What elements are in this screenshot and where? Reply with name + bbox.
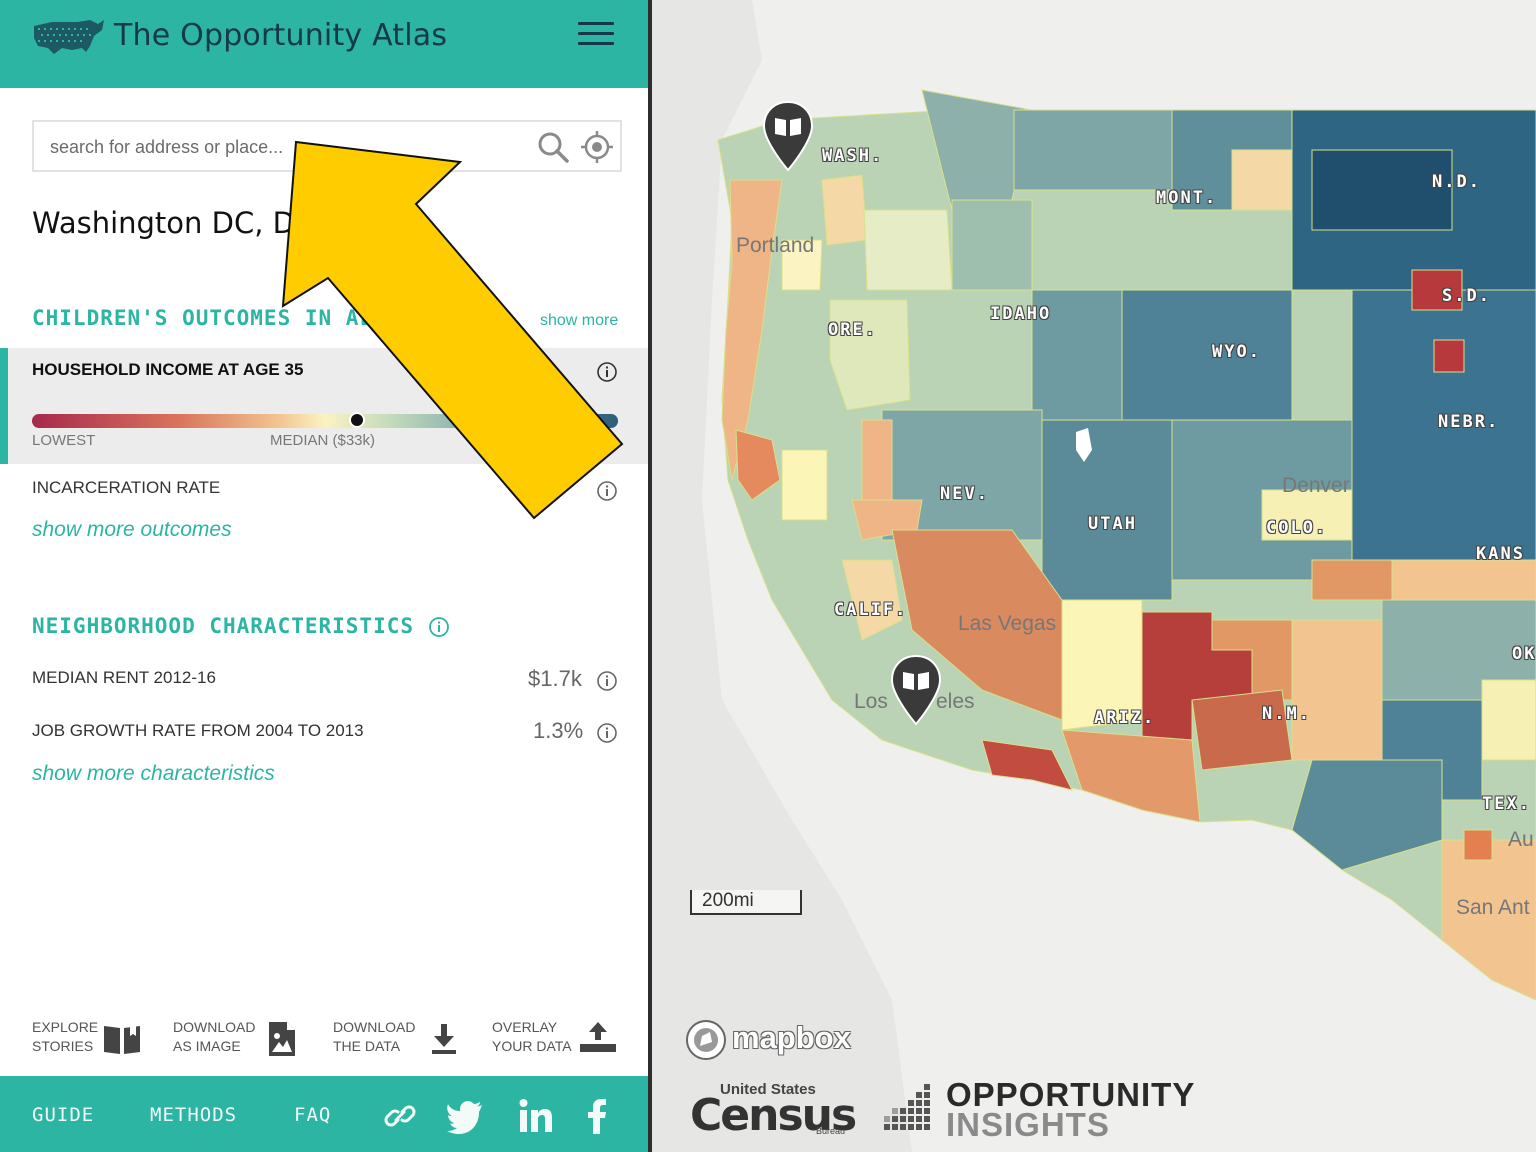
tool-label: EXPLORE (32, 1019, 99, 1035)
us-map-logo-icon[interactable] (32, 18, 106, 58)
book-icon (104, 1026, 140, 1054)
city-label-denver: Denver (1282, 474, 1350, 497)
faq-link[interactable]: FAQ (294, 1104, 332, 1126)
tool-label: AS IMAGE (173, 1038, 241, 1054)
map-scale-label: 200mi (702, 890, 754, 911)
incarceration-value: % (540, 474, 560, 499)
twitter-icon[interactable] (446, 1096, 486, 1136)
state-label-mont: MONT. (1156, 188, 1218, 208)
city-label-portland: Portland (736, 234, 815, 257)
show-more-characteristics-link[interactable]: show more characteristics (32, 762, 275, 785)
census-logo-small-text: United States (720, 1081, 816, 1098)
info-icon[interactable] (596, 722, 618, 744)
scale-median-label: MEDIAN ($33k) (270, 432, 376, 449)
neighborhood-section-heading: NEIGHBORHOOD CHARACTERISTICS (32, 614, 415, 638)
footer-bar: GUIDE METHODS FAQ (0, 1076, 648, 1152)
choropleth-map[interactable]: Portland Denver Las Vegas Los eles San A… (652, 0, 1536, 1152)
show-more-outcomes-link[interactable]: show more outcomes (32, 518, 232, 541)
top-bar: The Opportunity Atlas (0, 0, 648, 88)
download-image-button[interactable]: DOWNLOAD AS IMAGE (173, 1018, 295, 1056)
opportunity-insights-wordmark-line2: INSIGHTS (946, 1106, 1110, 1143)
explore-stories-button[interactable]: EXPLORE STORIES (32, 1018, 140, 1056)
state-label-nm: N.M. (1262, 704, 1311, 724)
state-label-ok: OK (1512, 644, 1536, 664)
state-label-nebr: NEBR. (1438, 412, 1500, 432)
tool-label: THE DATA (333, 1038, 401, 1054)
state-label-ariz: ARIZ. (1094, 708, 1156, 728)
locate-me-icon[interactable] (580, 130, 614, 164)
info-icon[interactable] (428, 616, 450, 638)
tool-label: STORIES (32, 1038, 94, 1054)
state-label-sd: S.D. (1442, 286, 1491, 306)
story-pin-icon[interactable] (888, 654, 944, 726)
census-logo: Census (690, 1090, 857, 1141)
state-label-kans: KANS (1476, 544, 1525, 564)
download-data-button[interactable]: DOWNLOAD THE DATA (333, 1018, 456, 1056)
map-canvas (652, 0, 1536, 1152)
state-label-ore: ORE. (828, 320, 877, 340)
job-growth-label[interactable]: JOB GROWTH RATE FROM 2004 TO 2013 (32, 721, 364, 740)
city-label-austin: Au (1508, 828, 1534, 851)
selected-accent (0, 348, 8, 464)
sidebar-panel: The Opportunity Atlas Washington DC, DC … (0, 0, 648, 1152)
place-name: Washington DC, DC (32, 206, 316, 240)
mapbox-wordmark[interactable]: mapbox (732, 1020, 851, 1055)
census-bureau-text: Bureau (816, 1126, 846, 1136)
facebook-icon[interactable] (578, 1096, 618, 1136)
guide-link[interactable]: GUIDE (32, 1104, 95, 1126)
story-pin-icon[interactable] (760, 100, 816, 172)
state-label-idaho: IDAHO (990, 304, 1052, 324)
tool-label: DOWNLOAD (173, 1019, 256, 1035)
tool-label: YOUR DATA (492, 1038, 572, 1054)
linkedin-icon[interactable] (516, 1096, 556, 1136)
upload-icon (580, 1022, 616, 1052)
city-label-los-angeles-part2: eles (936, 690, 975, 713)
household-income-label: HOUSEHOLD INCOME AT AGE 35 (32, 360, 304, 379)
city-label-los-angeles-part1: Los (854, 690, 888, 713)
search-input[interactable] (50, 132, 510, 162)
app-title[interactable]: The Opportunity Atlas (114, 18, 448, 53)
opportunity-insights-wordmark-line1: OPPORTUNITY (946, 1076, 1196, 1113)
search-bar (32, 120, 622, 172)
scale-lowest-label: LOWEST (32, 432, 96, 449)
household-income-row[interactable]: HOUSEHOLD INCOME AT AGE 35 k LOWEST MEDI… (0, 348, 648, 464)
map-scale-bar: 200mi (690, 890, 802, 915)
income-color-scale (32, 414, 618, 428)
state-label-nd: N.D. (1432, 172, 1481, 192)
state-label-calif: CALIF. (834, 600, 908, 620)
state-label-wyo: WYO. (1212, 342, 1261, 362)
overlay-data-button[interactable]: OVERLAY YOUR DATA (492, 1018, 616, 1056)
median-rent-value: $1.7k (528, 666, 582, 691)
panel-divider (648, 0, 652, 1152)
state-label-colo: COLO. (1266, 518, 1328, 538)
download-icon (432, 1024, 456, 1054)
state-label-nev: NEV. (940, 484, 989, 504)
image-file-icon (269, 1022, 295, 1056)
mapbox-logo-icon[interactable] (684, 1018, 728, 1062)
outcomes-section-heading: CHILDREN'S OUTCOMES IN AL (32, 306, 374, 330)
info-icon[interactable] (596, 361, 618, 383)
job-growth-value: 1.3% (533, 718, 584, 743)
state-label-utah: UTAH (1088, 514, 1137, 534)
median-rent-label[interactable]: MEDIAN RENT 2012-16 (32, 668, 216, 687)
city-label-san-antonio: San Ant (1456, 896, 1530, 919)
search-icon[interactable] (536, 130, 570, 164)
opportunity-insights-logo-icon (884, 1084, 930, 1130)
tool-label: OVERLAY (492, 1019, 558, 1035)
household-income-value: k (510, 356, 527, 389)
methods-link[interactable]: METHODS (150, 1104, 238, 1126)
info-icon[interactable] (596, 480, 618, 502)
state-label-tex: TEX. (1482, 794, 1531, 814)
link-icon[interactable] (380, 1096, 420, 1136)
tool-label: DOWNLOAD (333, 1019, 416, 1035)
show-more-link[interactable]: show more (540, 312, 619, 329)
city-label-las-vegas: Las Vegas (958, 612, 1057, 635)
incarceration-label[interactable]: INCARCERATION RATE (32, 478, 221, 497)
state-label-wash: WASH. (822, 146, 884, 166)
info-icon[interactable] (596, 670, 618, 692)
hamburger-menu-icon[interactable] (578, 22, 614, 52)
